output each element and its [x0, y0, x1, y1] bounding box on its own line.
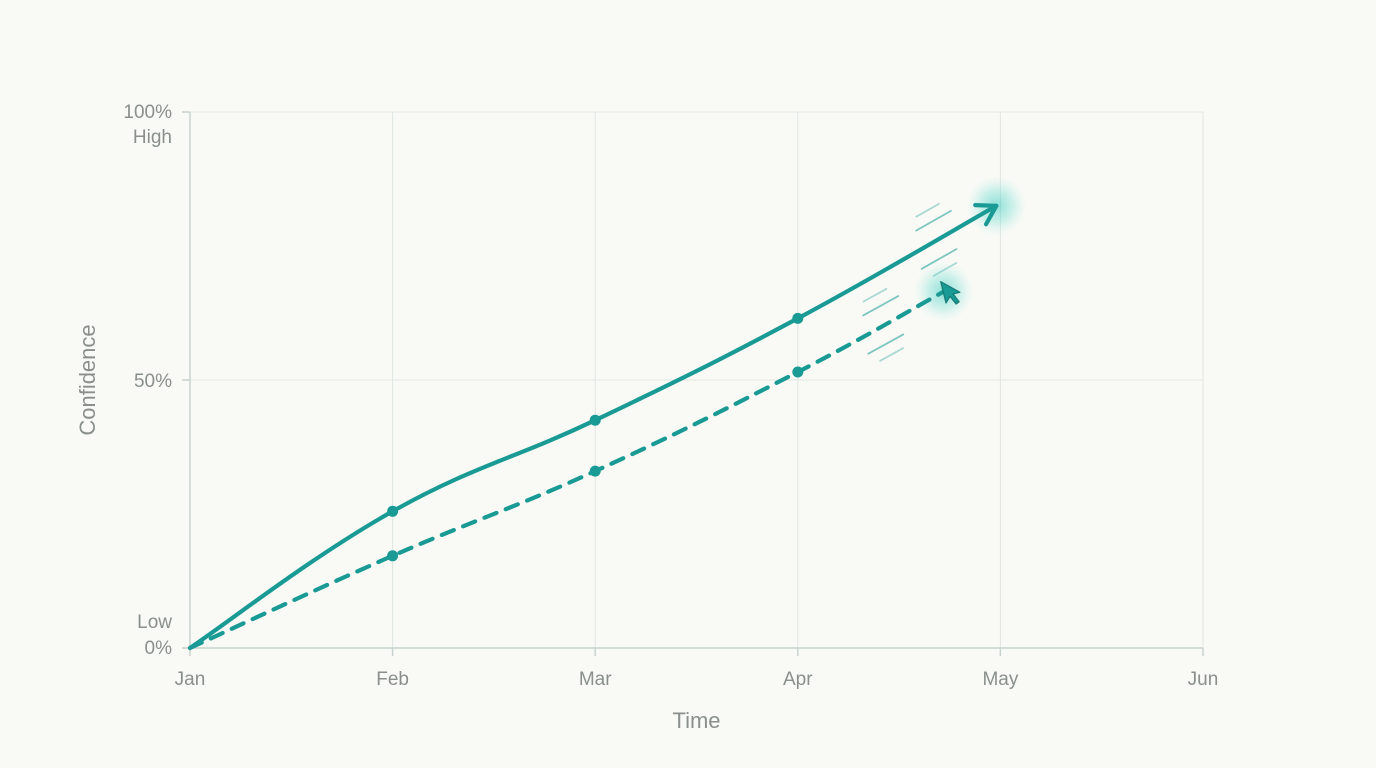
series-solid [187, 175, 1027, 651]
arrow-icon [973, 202, 999, 227]
y-tick-label: 0% [145, 638, 173, 659]
data-point [589, 414, 601, 426]
motion-streak [920, 248, 958, 270]
series-dashed [187, 261, 974, 651]
x-tick-label: Jun [1188, 669, 1219, 690]
data-point [387, 550, 399, 562]
axes: Jan Feb Mar Apr May Jun 0% Low 50% 100% High [123, 102, 1218, 690]
motion-streak [915, 209, 952, 232]
x-tick-label: Apr [783, 669, 813, 690]
data-point [792, 366, 804, 378]
data-point [792, 312, 804, 324]
cursor-arrow-icon [940, 281, 961, 305]
data-point [589, 465, 601, 477]
y-axis-title: Confidence [75, 324, 100, 435]
y-tick-sublabel: Low [137, 612, 172, 633]
motion-streak [862, 295, 900, 317]
x-tick-label: Feb [376, 669, 409, 690]
y-tick-label: 50% [134, 371, 172, 392]
grid [190, 111, 1204, 648]
series [187, 175, 1027, 651]
motion-streak [879, 347, 904, 362]
x-tick-label: Jan [175, 669, 206, 690]
x-tick-label: May [982, 669, 1018, 690]
y-tick-sublabel: High [133, 127, 172, 148]
x-tick-label: Mar [579, 669, 612, 690]
y-tick-label: 100% [123, 102, 172, 123]
motion-streak [915, 202, 940, 218]
data-point [387, 505, 399, 517]
x-axis-title: Time [672, 708, 720, 733]
series-line [187, 289, 946, 651]
motion-streak [862, 287, 888, 303]
motion-streak [867, 333, 905, 355]
series-line [187, 203, 999, 651]
